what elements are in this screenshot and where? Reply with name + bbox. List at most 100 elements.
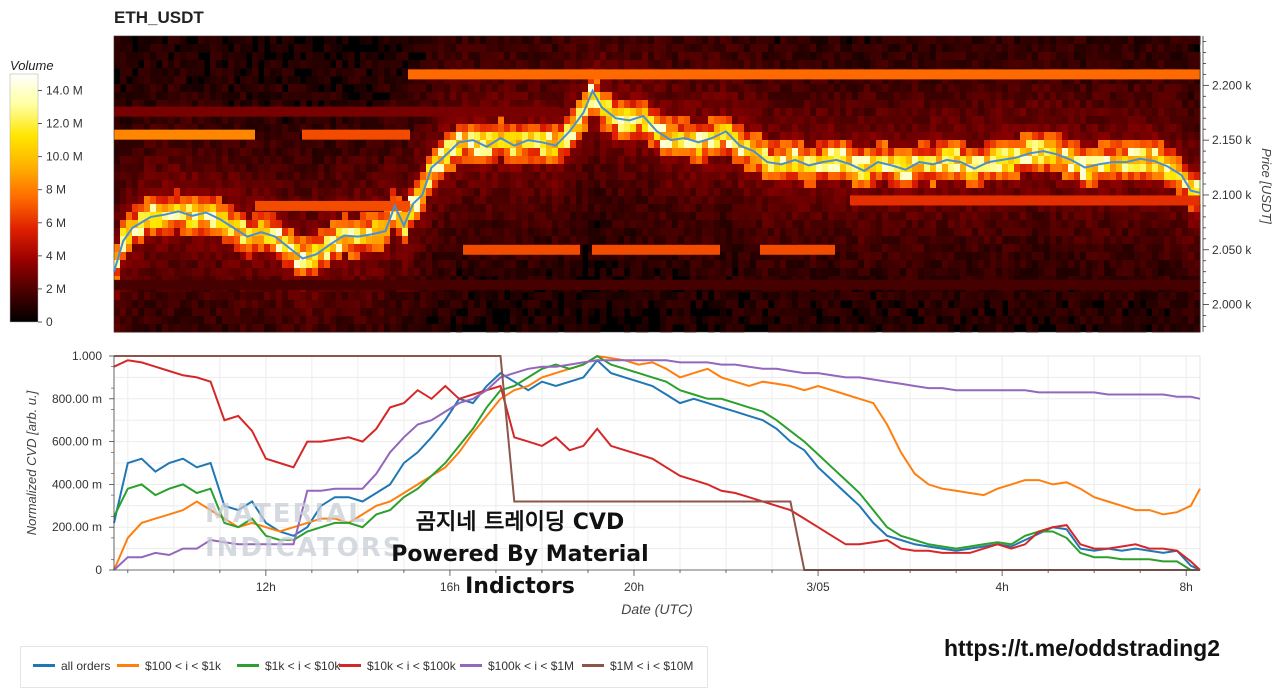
heatmap-cell [348,60,355,69]
heatmap-cell [750,316,757,325]
heatmap-cell [636,228,643,237]
heatmap-cell [534,164,541,173]
heatmap-cell [606,36,613,45]
heatmap-cell [846,52,853,61]
heatmap-cell [618,156,625,165]
heatmap-cell [696,100,703,109]
heatmap-cell [222,220,229,229]
heatmap-cell [210,76,217,85]
heatmap-cell [330,52,337,61]
heatmap-cell [798,100,805,109]
heatmap-cell [912,60,919,69]
heatmap-cell [360,252,367,261]
heatmap-cell [330,324,337,333]
heatmap-cell [366,324,373,333]
heatmap-cell [762,108,769,117]
heatmap-cell [936,124,943,133]
heatmap-cell [672,124,679,133]
heatmap-cell [720,188,727,197]
heatmap-cell [534,196,541,205]
heatmap-cell [270,300,277,309]
heatmap-cell [138,324,145,333]
heatmap-cell [546,60,553,69]
heatmap-cell [642,188,649,197]
heatmap-cell [738,308,745,317]
heatmap-cell [654,100,661,109]
heatmap-cell [450,260,457,269]
heatmap-cell [924,52,931,61]
heatmap-cell [144,308,151,317]
heatmap-cell [396,324,403,333]
heatmap-cell [576,228,583,237]
heatmap-cell [390,236,397,245]
heatmap-cell [822,148,829,157]
price-heatmap-panel[interactable]: Volume 02 M4 M6 M8 M10.0 M12.0 M14.0 M 2… [0,30,1280,340]
heatmap-cell [642,52,649,61]
heatmap-cell [876,100,883,109]
heatmap-cell [588,108,595,117]
heatmap-cell [954,300,961,309]
heatmap-cell [156,180,163,189]
heatmap-cell [228,244,235,253]
heatmap-cell [696,164,703,173]
heatmap-cell [582,164,589,173]
heatmap-cell [378,268,385,277]
heatmap-cell [702,60,709,69]
heatmap-cell [294,188,301,197]
heatmap-cell [264,124,271,133]
heatmap-cell [204,196,211,205]
heatmap-cell [360,68,367,77]
heatmap-cell [792,252,799,261]
heatmap-cell [618,164,625,173]
heatmap-cell [810,148,817,157]
heatmap-cell [546,92,553,101]
heatmap-cell [462,260,469,269]
heatmap-cell [780,156,787,165]
heatmap-cell [714,196,721,205]
heatmap-cell [432,212,439,221]
heatmap-cell [954,60,961,69]
heatmap-cell [372,228,379,237]
heatmap-cell [660,100,667,109]
heatmap-cell [486,308,493,317]
heatmap-cell [378,116,385,125]
heatmap-cell [600,148,607,157]
heatmap-cell [552,44,559,53]
heatmap-cell [624,132,631,141]
heatmap-cell [588,84,595,93]
heatmap-cell [882,292,889,301]
heatmap-cell [114,140,121,149]
heatmap-cell [726,124,733,133]
heatmap-cell [618,60,625,69]
heatmap-cell [924,220,931,229]
heatmap-cell [630,60,637,69]
heatmap-cell [498,36,505,45]
heatmap-cell [942,60,949,69]
heatmap-cell [642,236,649,245]
heatmap-cell [660,156,667,165]
heatmap-cell [678,204,685,213]
heatmap-cell [402,84,409,93]
heatmap-cell [846,316,853,325]
heatmap-cell [222,76,229,85]
heatmap-cell [888,76,895,85]
heatmap-cell [546,228,553,237]
heatmap-cell [558,140,565,149]
heatmap-cell [630,212,637,221]
heatmap-cell [582,156,589,165]
heatmap-cell [162,52,169,61]
heatmap-cell [288,148,295,157]
heatmap-cell [876,124,883,133]
heatmap-cell [114,116,121,125]
heatmap-cell [432,140,439,149]
heatmap-cell [960,60,967,69]
heatmap-cell [600,196,607,205]
heatmap-cell [396,172,403,181]
heatmap-cell [798,172,805,181]
heatmap-cell [204,156,211,165]
heatmap-cell [702,124,709,133]
heatmap-cell [756,52,763,61]
heatmap-cell [204,236,211,245]
heatmap-cell [174,140,181,149]
heatmap-cell [900,60,907,69]
